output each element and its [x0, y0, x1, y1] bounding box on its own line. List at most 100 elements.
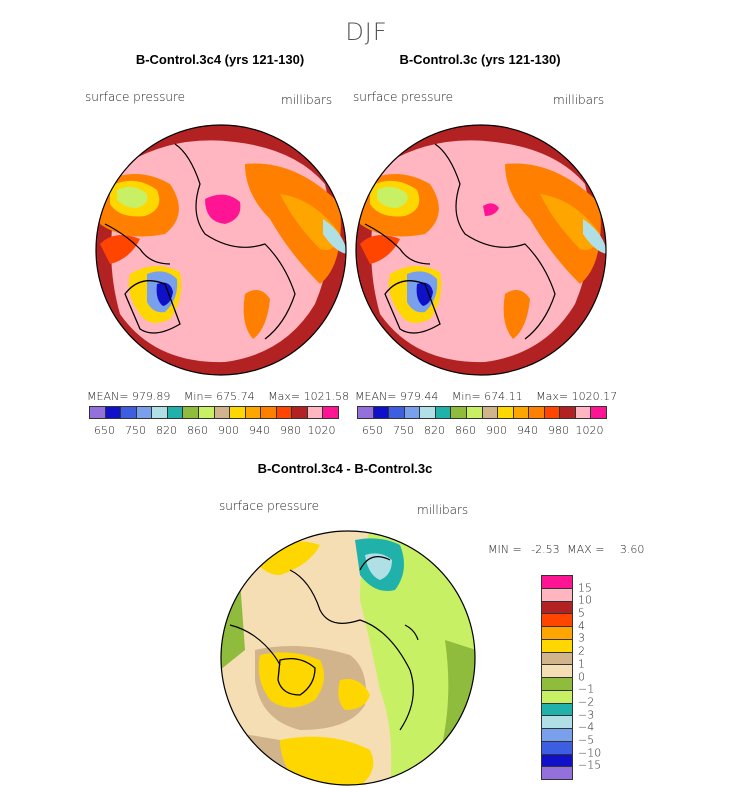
colorbar-tick-label: 940 — [517, 424, 538, 437]
colorbar-swatch — [152, 407, 168, 418]
colorbar-tick-label: 3 — [578, 631, 585, 645]
colorbar-swatch — [542, 716, 572, 729]
colorbar-swatch — [575, 407, 592, 418]
diff-polar-map — [220, 530, 476, 786]
colorbar-swatch — [214, 407, 231, 418]
colorbar-swatch — [542, 627, 572, 640]
colorbar-tick-label: 4 — [578, 619, 585, 633]
panel-2-polar-map — [355, 124, 607, 376]
panel-1-polar-map — [95, 124, 347, 376]
colorbar-tick-label: 940 — [249, 424, 270, 437]
colorbar-tick-label: 650 — [94, 424, 115, 437]
colorbar-tick-label: 860 — [455, 424, 476, 437]
colorbar-tick-label: 820 — [156, 424, 177, 437]
colorbar-tick-label: 0 — [578, 670, 585, 683]
panel-2-min-value: 674.11 — [484, 390, 523, 403]
colorbar-swatch — [542, 703, 572, 717]
diff-title: B-Control.3c4 - B-Control.3c — [257, 461, 433, 476]
panel-1-mean-value: 979.89 — [131, 390, 171, 403]
diff-unit-label: millibars — [417, 503, 469, 517]
panel-1-max-value: 1021.58 — [303, 390, 350, 403]
colorbar-swatch — [542, 767, 572, 779]
colorbar-swatch — [90, 407, 106, 418]
colorbar-swatch — [560, 407, 576, 418]
panel-2-mean-label: MEAN= — [355, 390, 397, 403]
colorbar-swatch — [544, 407, 561, 418]
colorbar-swatch — [292, 407, 308, 418]
panel-1-colorbar-ticks: 650 750 820 860 900 940 980 1020 — [89, 424, 337, 438]
colorbar-tick-label: 860 — [187, 424, 208, 437]
diff-max-value: 3.60 — [619, 543, 645, 556]
panel-2-title: B-Control.3c (yrs 121-130) — [399, 52, 561, 67]
panel-2-colorbar — [357, 406, 607, 419]
colorbar-tick-label: 980 — [548, 424, 569, 437]
colorbar-tick-label: 900 — [486, 424, 507, 437]
colorbar-swatch — [404, 407, 421, 418]
panel-1-max-label: Max= — [268, 390, 301, 403]
diff-stats: MIN = -2.53 MAX = 3.60 — [488, 543, 644, 556]
colorbar-swatch — [542, 690, 572, 704]
colorbar-swatch — [183, 407, 199, 418]
colorbar-swatch — [435, 407, 452, 418]
panel-1-unit-label: millibars — [281, 93, 333, 107]
colorbar-swatch — [542, 639, 572, 653]
panel-2-unit-label: millibars — [553, 93, 605, 107]
colorbar-swatch — [542, 729, 572, 742]
panel-1-variable-label: surface pressure — [85, 90, 185, 104]
panel-2-variable-label: surface pressure — [353, 90, 453, 104]
panel-2-min-label: Min= — [451, 390, 481, 403]
diff-colorbar-ticks: 15 10 5 4 3 2 1 0 −1 −2 −3 −4 −5 −10 −15 — [578, 575, 618, 778]
colorbar-swatch — [373, 407, 390, 418]
colorbar-swatch — [389, 407, 405, 418]
colorbar-tick-label: 1020 — [307, 424, 336, 437]
panel-2-stats: MEAN= 979.44 Min= 674.11 Max= 1020.17 — [355, 390, 617, 403]
colorbar-swatch — [542, 601, 572, 615]
colorbar-swatch — [542, 652, 572, 666]
panel-1-title: B-Control.3c4 (yrs 121-130) — [135, 52, 305, 67]
panel-2-colorbar-ticks: 650 750 820 860 900 940 980 1020 — [357, 424, 605, 438]
colorbar-tick-label: −3 — [578, 708, 595, 722]
colorbar-swatch — [498, 407, 514, 418]
colorbar-swatch — [121, 407, 137, 418]
colorbar-swatch — [307, 407, 324, 418]
colorbar-swatch — [136, 407, 153, 418]
colorbar-tick-label: −15 — [578, 758, 602, 772]
panel-2-mean-value: 979.44 — [399, 390, 439, 403]
colorbar-swatch — [358, 407, 374, 418]
colorbar-tick-label: 900 — [218, 424, 239, 437]
colorbar-swatch — [466, 407, 483, 418]
diff-colorbar — [541, 575, 573, 780]
panel-1-stats: MEAN= 979.89 Min= 675.74 Max= 1021.58 — [87, 390, 349, 403]
colorbar-tick-label: 15 — [578, 581, 592, 595]
colorbar-swatch — [542, 678, 572, 691]
colorbar-swatch — [451, 407, 467, 418]
diff-min-label: MIN = — [488, 543, 522, 556]
colorbar-tick-label: 750 — [393, 424, 414, 437]
colorbar-swatch — [542, 588, 572, 602]
colorbar-swatch — [230, 407, 246, 418]
diff-max-label: MAX = — [567, 543, 605, 556]
colorbar-tick-label: −1 — [578, 682, 595, 696]
colorbar-tick-label: 10 — [578, 593, 592, 607]
colorbar-tick-label: −4 — [578, 720, 595, 734]
diff-variable-label: surface pressure — [219, 499, 319, 513]
colorbar-swatch — [323, 407, 338, 418]
colorbar-tick-label: 650 — [362, 424, 383, 437]
colorbar-swatch — [482, 407, 499, 418]
colorbar-tick-label: 980 — [280, 424, 301, 437]
colorbar-swatch — [529, 407, 545, 418]
colorbar-swatch — [542, 665, 572, 678]
colorbar-tick-label: −5 — [578, 733, 595, 747]
panel-1-min-value: 675.74 — [216, 390, 255, 403]
panel-1-min-label: Min= — [183, 390, 213, 403]
diff-min-value: -2.53 — [531, 543, 560, 556]
panel-2-max-value: 1020.17 — [571, 390, 618, 403]
colorbar-tick-label: 2 — [578, 644, 585, 658]
colorbar-swatch — [105, 407, 122, 418]
colorbar-tick-label: −2 — [578, 695, 595, 709]
colorbar-tick-label: 750 — [125, 424, 146, 437]
colorbar-swatch — [420, 407, 436, 418]
colorbar-tick-label: 1020 — [575, 424, 604, 437]
colorbar-swatch — [542, 614, 572, 627]
colorbar-swatch — [542, 754, 572, 768]
